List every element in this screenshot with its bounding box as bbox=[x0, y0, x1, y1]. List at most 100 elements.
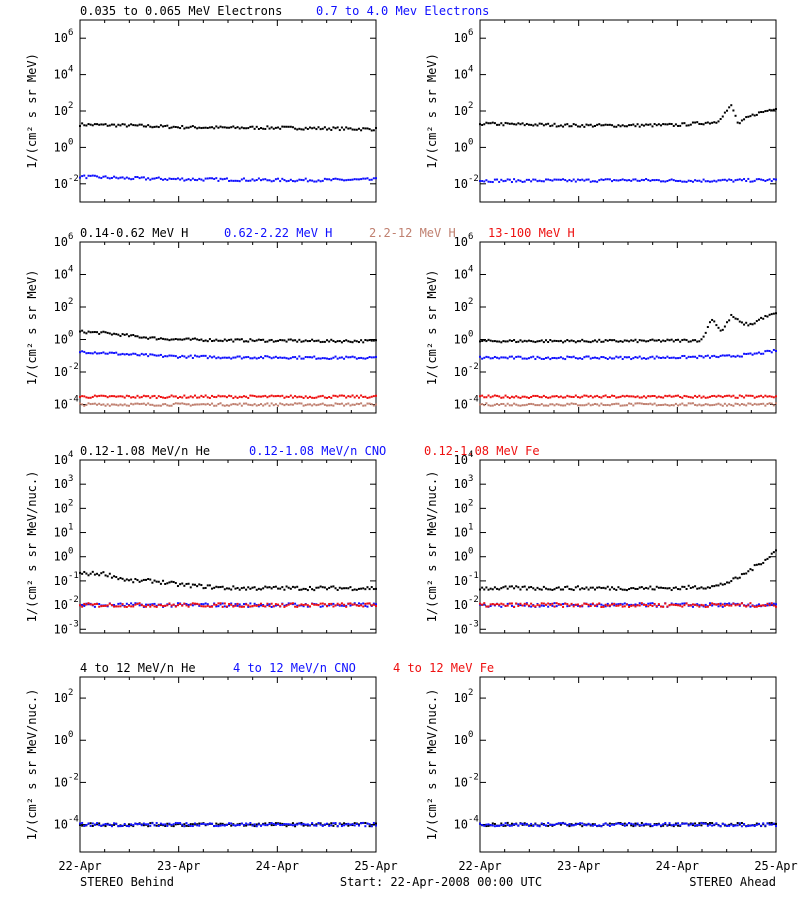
data-point bbox=[662, 403, 665, 406]
data-point bbox=[489, 603, 492, 606]
data-point bbox=[536, 340, 539, 343]
data-point bbox=[189, 586, 192, 589]
data-point bbox=[119, 576, 122, 579]
data-point bbox=[215, 605, 218, 608]
y-tick-exponent: 4 bbox=[468, 265, 473, 275]
data-point bbox=[119, 605, 122, 608]
data-point bbox=[151, 177, 154, 180]
data-point bbox=[562, 603, 565, 606]
data-point bbox=[236, 602, 239, 605]
data-point bbox=[691, 586, 694, 589]
data-point bbox=[551, 824, 554, 827]
data-point bbox=[315, 823, 318, 826]
data-point bbox=[257, 127, 260, 130]
data-point bbox=[670, 589, 673, 592]
data-point bbox=[730, 104, 733, 107]
y-tick-exponent: 2 bbox=[68, 498, 73, 508]
data-point bbox=[772, 602, 775, 605]
data-point bbox=[323, 357, 326, 360]
data-point bbox=[330, 128, 333, 131]
data-point bbox=[536, 124, 539, 127]
data-point bbox=[755, 320, 758, 323]
data-point bbox=[238, 603, 241, 606]
data-point bbox=[753, 605, 756, 608]
data-point bbox=[611, 394, 614, 397]
data-point bbox=[564, 179, 567, 182]
data-point bbox=[587, 605, 590, 608]
data-point bbox=[721, 328, 724, 331]
data-point bbox=[628, 402, 631, 405]
data-point bbox=[332, 602, 335, 605]
data-point bbox=[174, 821, 177, 824]
series-points bbox=[479, 348, 777, 361]
data-point bbox=[313, 403, 316, 406]
data-point bbox=[123, 396, 126, 399]
data-point bbox=[719, 179, 722, 182]
data-point bbox=[555, 357, 558, 360]
data-point bbox=[479, 602, 481, 605]
data-point bbox=[679, 604, 682, 607]
data-point bbox=[542, 404, 545, 407]
data-point bbox=[223, 356, 226, 359]
data-point bbox=[262, 404, 265, 407]
data-point bbox=[617, 396, 620, 399]
data-point bbox=[719, 354, 722, 357]
data-point bbox=[300, 340, 303, 343]
data-point bbox=[153, 336, 156, 339]
data-point bbox=[645, 822, 648, 825]
data-point bbox=[338, 129, 341, 132]
data-point bbox=[719, 582, 722, 585]
legend-label: 0.12-1.08 MeV Fe bbox=[424, 444, 540, 458]
data-point bbox=[500, 122, 503, 125]
data-point bbox=[268, 404, 271, 407]
legend-label: 4 to 12 MeV/n He bbox=[80, 661, 196, 675]
data-point bbox=[704, 396, 707, 399]
data-point bbox=[315, 396, 318, 399]
data-point bbox=[166, 355, 169, 358]
data-point bbox=[345, 126, 348, 129]
data-point bbox=[670, 602, 673, 605]
data-point bbox=[287, 357, 290, 360]
data-point bbox=[632, 404, 635, 407]
data-point bbox=[568, 356, 571, 359]
data-point bbox=[217, 823, 220, 826]
data-point bbox=[775, 549, 777, 552]
data-point bbox=[651, 588, 654, 591]
data-point bbox=[332, 822, 335, 825]
data-point bbox=[294, 605, 297, 608]
data-point bbox=[362, 605, 365, 608]
data-point bbox=[225, 404, 228, 407]
data-point bbox=[698, 122, 701, 125]
data-point bbox=[232, 356, 235, 359]
data-point bbox=[732, 404, 735, 407]
data-point bbox=[753, 179, 756, 182]
data-point bbox=[240, 396, 243, 399]
data-point bbox=[247, 179, 250, 182]
data-point bbox=[215, 404, 218, 407]
data-point bbox=[762, 352, 765, 355]
data-point bbox=[632, 178, 635, 181]
data-point bbox=[498, 357, 501, 360]
data-point bbox=[506, 821, 509, 824]
data-point bbox=[674, 402, 677, 405]
data-point bbox=[200, 822, 203, 825]
data-point bbox=[308, 585, 311, 588]
data-point bbox=[287, 338, 290, 341]
y-axis-label: 1/(cm² s sr MeV/nuc.) bbox=[25, 689, 39, 841]
data-point bbox=[300, 603, 303, 606]
data-point bbox=[621, 588, 624, 591]
data-point bbox=[542, 341, 545, 344]
data-point bbox=[87, 396, 90, 399]
data-point bbox=[159, 396, 162, 399]
y-tick-label: 10 bbox=[454, 333, 468, 347]
data-point bbox=[321, 602, 324, 605]
data-point bbox=[279, 180, 282, 183]
data-point bbox=[687, 584, 690, 587]
data-point bbox=[749, 394, 752, 397]
data-point bbox=[542, 604, 545, 607]
data-point bbox=[674, 338, 677, 341]
data-point bbox=[702, 822, 705, 825]
data-point bbox=[775, 603, 777, 606]
data-point bbox=[517, 396, 520, 399]
data-point bbox=[677, 357, 680, 360]
